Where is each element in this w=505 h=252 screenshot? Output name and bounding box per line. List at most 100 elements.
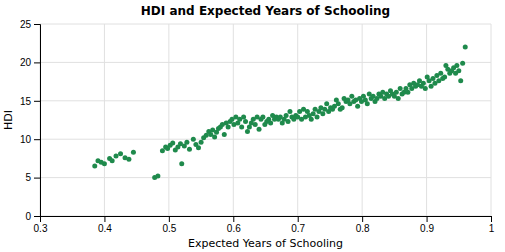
tick-mark: [34, 178, 40, 179]
point: [160, 148, 165, 153]
tick: 20: [20, 57, 40, 68]
grid-line-x: [104, 24, 105, 216]
point: [170, 141, 175, 146]
point: [398, 86, 403, 91]
point: [222, 132, 227, 137]
tick-label: 0.4: [98, 223, 112, 234]
point: [92, 164, 97, 169]
tick: 0.3: [34, 216, 48, 234]
chart: 0.30.40.50.60.70.80.910510152025HDI and …: [0, 0, 505, 252]
point: [349, 94, 354, 99]
point: [226, 124, 231, 129]
point: [284, 113, 289, 118]
tick-label: 0.5: [162, 223, 176, 234]
tick: 0.9: [420, 216, 434, 234]
point: [110, 158, 115, 163]
tick-mark: [34, 216, 40, 217]
tick: 0.5: [162, 216, 176, 234]
grid-line-y: [40, 62, 491, 63]
grid-line-x: [168, 24, 169, 216]
tick: 0: [25, 211, 40, 222]
point: [212, 134, 217, 139]
point: [365, 101, 370, 106]
tick-mark: [34, 139, 40, 140]
tick-label: 0.9: [420, 223, 434, 234]
point: [340, 105, 345, 110]
tick: 1: [489, 216, 495, 234]
y-axis-title: HDI: [2, 110, 15, 130]
tick-label: 20: [20, 57, 32, 68]
tick-label: 0.8: [356, 223, 370, 234]
point: [187, 147, 192, 152]
tick: 0.8: [356, 216, 370, 234]
grid-line-x: [491, 24, 492, 216]
axis-line: [41, 217, 492, 223]
tick-mark: [104, 216, 105, 222]
point: [458, 78, 463, 83]
tick-label: 25: [20, 19, 32, 30]
point: [131, 150, 136, 155]
tick-mark: [298, 216, 299, 222]
point: [243, 119, 248, 124]
point: [118, 151, 123, 156]
point: [454, 63, 459, 68]
tick: 5: [25, 172, 40, 183]
tick: 15: [20, 96, 40, 107]
tick-mark: [34, 101, 40, 102]
tick: 0.6: [227, 216, 241, 234]
tick-label: 0: [25, 211, 31, 222]
point: [241, 114, 246, 119]
grid-line-y: [40, 24, 491, 25]
point: [114, 154, 119, 159]
tick-label: 1: [489, 223, 495, 234]
point: [260, 114, 265, 119]
tick-mark: [427, 216, 428, 222]
point: [442, 74, 447, 79]
point: [179, 161, 184, 166]
tick-mark: [233, 216, 234, 222]
tick-mark: [169, 216, 170, 222]
grid-line-x: [297, 24, 298, 216]
tick-mark: [491, 216, 492, 222]
x-axis: 0.3 0.4 0.5 0.6 0.7 0.8 0.9 1: [34, 216, 495, 234]
points: [92, 45, 467, 181]
point: [126, 157, 131, 162]
point: [421, 81, 426, 86]
point: [191, 137, 196, 142]
point: [394, 90, 399, 95]
tick-label: 5: [25, 172, 31, 183]
tick-label: 0.7: [291, 223, 305, 234]
point: [463, 45, 468, 50]
point: [286, 119, 291, 124]
tick: 10: [20, 134, 40, 145]
tick-label: 0.3: [34, 223, 48, 234]
point: [199, 140, 204, 145]
plot: 0.30.40.50.60.70.80.910510152025: [20, 19, 495, 234]
point: [315, 114, 320, 119]
point: [268, 121, 273, 126]
axis-line: [34, 25, 41, 217]
grid: [40, 24, 491, 216]
tick-mark: [34, 24, 40, 25]
point: [309, 117, 314, 122]
point: [336, 101, 341, 106]
tick-label: 15: [20, 96, 32, 107]
point: [324, 101, 329, 106]
point: [155, 174, 160, 179]
point: [396, 96, 401, 101]
point: [239, 124, 244, 129]
tick: 0.4: [98, 216, 112, 234]
grid-line-y: [40, 100, 491, 101]
title: HDI and Expected Years of Schooling: [141, 4, 390, 18]
point: [460, 61, 465, 66]
point: [184, 140, 189, 145]
grid-line-x: [362, 24, 363, 216]
x-axis-title: Expected Years of Schooling: [188, 237, 343, 250]
point: [438, 71, 443, 76]
tick-label: 0.6: [227, 223, 241, 234]
point: [245, 129, 250, 134]
point: [423, 86, 428, 91]
grid-line-y: [40, 139, 491, 140]
y-axis: 0 5 10 15 20 25: [20, 19, 41, 222]
tick-label: 10: [20, 134, 32, 145]
